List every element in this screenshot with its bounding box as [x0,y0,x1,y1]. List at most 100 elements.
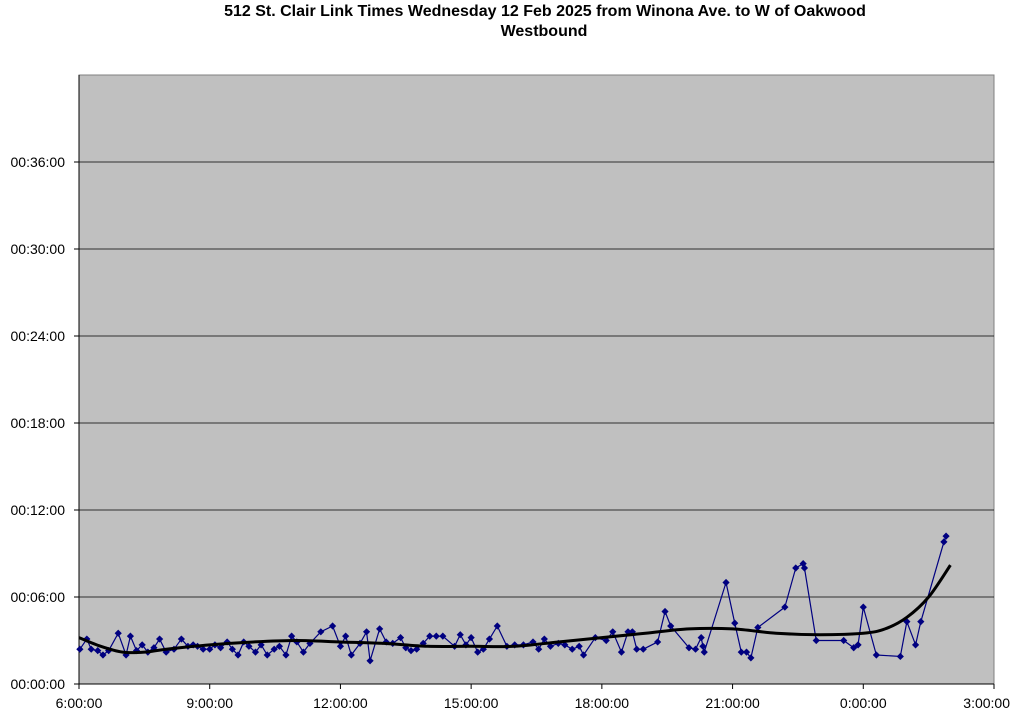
data-point [126,632,135,640]
data-point [270,645,278,653]
data-point [639,645,647,653]
data-point [661,607,669,616]
data-point [685,644,693,652]
data-point [754,623,762,632]
data-point [742,648,751,656]
data-point [282,651,290,659]
data-point [156,635,164,643]
y-tick-label: 00:06:00 [11,589,66,605]
data-point [275,642,284,650]
data-point [87,645,95,653]
data-point [896,652,904,661]
data-point [347,651,355,659]
data-point [722,578,730,587]
data-point [245,642,253,650]
x-tick-label: 12:00:00 [313,695,368,711]
data-point [812,636,820,645]
chart-title-line: 512 St. Clair Link Times Wednesday 12 Fe… [224,3,866,20]
data-point [624,628,632,636]
data-point [942,532,950,540]
data-point [747,654,755,662]
data-point [234,651,242,659]
data-point [493,622,501,630]
x-tick-label: 21:00:00 [705,695,760,711]
data-point [540,635,548,643]
data-point [903,618,911,626]
data-point [872,651,880,659]
data-point [217,644,225,652]
x-tick-label: 9:00:00 [186,695,233,711]
data-point [781,603,789,611]
data-point [328,622,337,630]
data-point [840,636,848,645]
chart-subtitle: Westbound [500,23,588,40]
data-point [138,641,146,649]
x-tick-label: 0:00:00 [840,695,887,711]
data-point [306,639,314,647]
data-point [485,635,494,643]
data-point [257,641,265,649]
data-point [579,651,588,659]
data-point [609,628,617,636]
data-point [432,632,440,640]
data-point [336,642,345,650]
x-tick-label: 6:00:00 [56,695,103,711]
data-point [288,632,296,640]
y-tick-label: 00:30:00 [11,241,66,257]
data-point [376,625,384,633]
data-point [628,628,636,636]
data-point [299,648,307,656]
data-point [94,647,102,655]
data-point [474,648,482,656]
data-point [342,632,350,640]
data-point [83,635,91,643]
data-point [737,648,745,656]
data-point [940,538,948,546]
x-tick-label: 18:00:00 [575,695,630,711]
data-point [633,645,641,653]
data-point [366,657,374,665]
y-tick-label: 00:24:00 [11,328,66,344]
data-point [251,648,260,656]
data-point [263,651,271,659]
data-point [699,642,707,650]
data-point [114,629,122,637]
data-point [199,645,207,653]
data-point [568,645,576,653]
data-point [792,564,800,572]
data-point [228,645,236,653]
data-point [854,641,862,649]
data-point [413,645,421,653]
data-point [546,642,555,650]
data-point [654,638,662,646]
data-point [602,636,610,645]
data-point [105,647,113,655]
data-point [407,647,415,655]
data-point [317,628,325,636]
data-point [691,645,700,653]
x-tick-label: 15:00:00 [444,695,499,711]
data-point [917,618,925,626]
data-point [859,603,867,611]
data-point [206,645,214,653]
chart-title: 512 St. Clair Link Times Wednesday 12 Fe… [0,2,1024,42]
data-point [76,645,84,653]
data-point [426,632,434,640]
data-point [439,632,447,640]
data-point [189,641,197,649]
data-point [617,648,626,656]
y-tick-label: 00:36:00 [11,154,66,170]
data-point [697,634,705,642]
data-point [850,644,858,652]
data-point [535,645,543,653]
data-point [396,634,405,642]
data-point [731,619,739,627]
y-tick-label: 00:18:00 [11,415,66,431]
trend-line [78,564,952,655]
y-tick-label: 00:00:00 [11,676,66,692]
data-point [561,641,569,649]
data-point [700,648,708,656]
data-point [667,622,675,630]
data-point [800,564,809,572]
